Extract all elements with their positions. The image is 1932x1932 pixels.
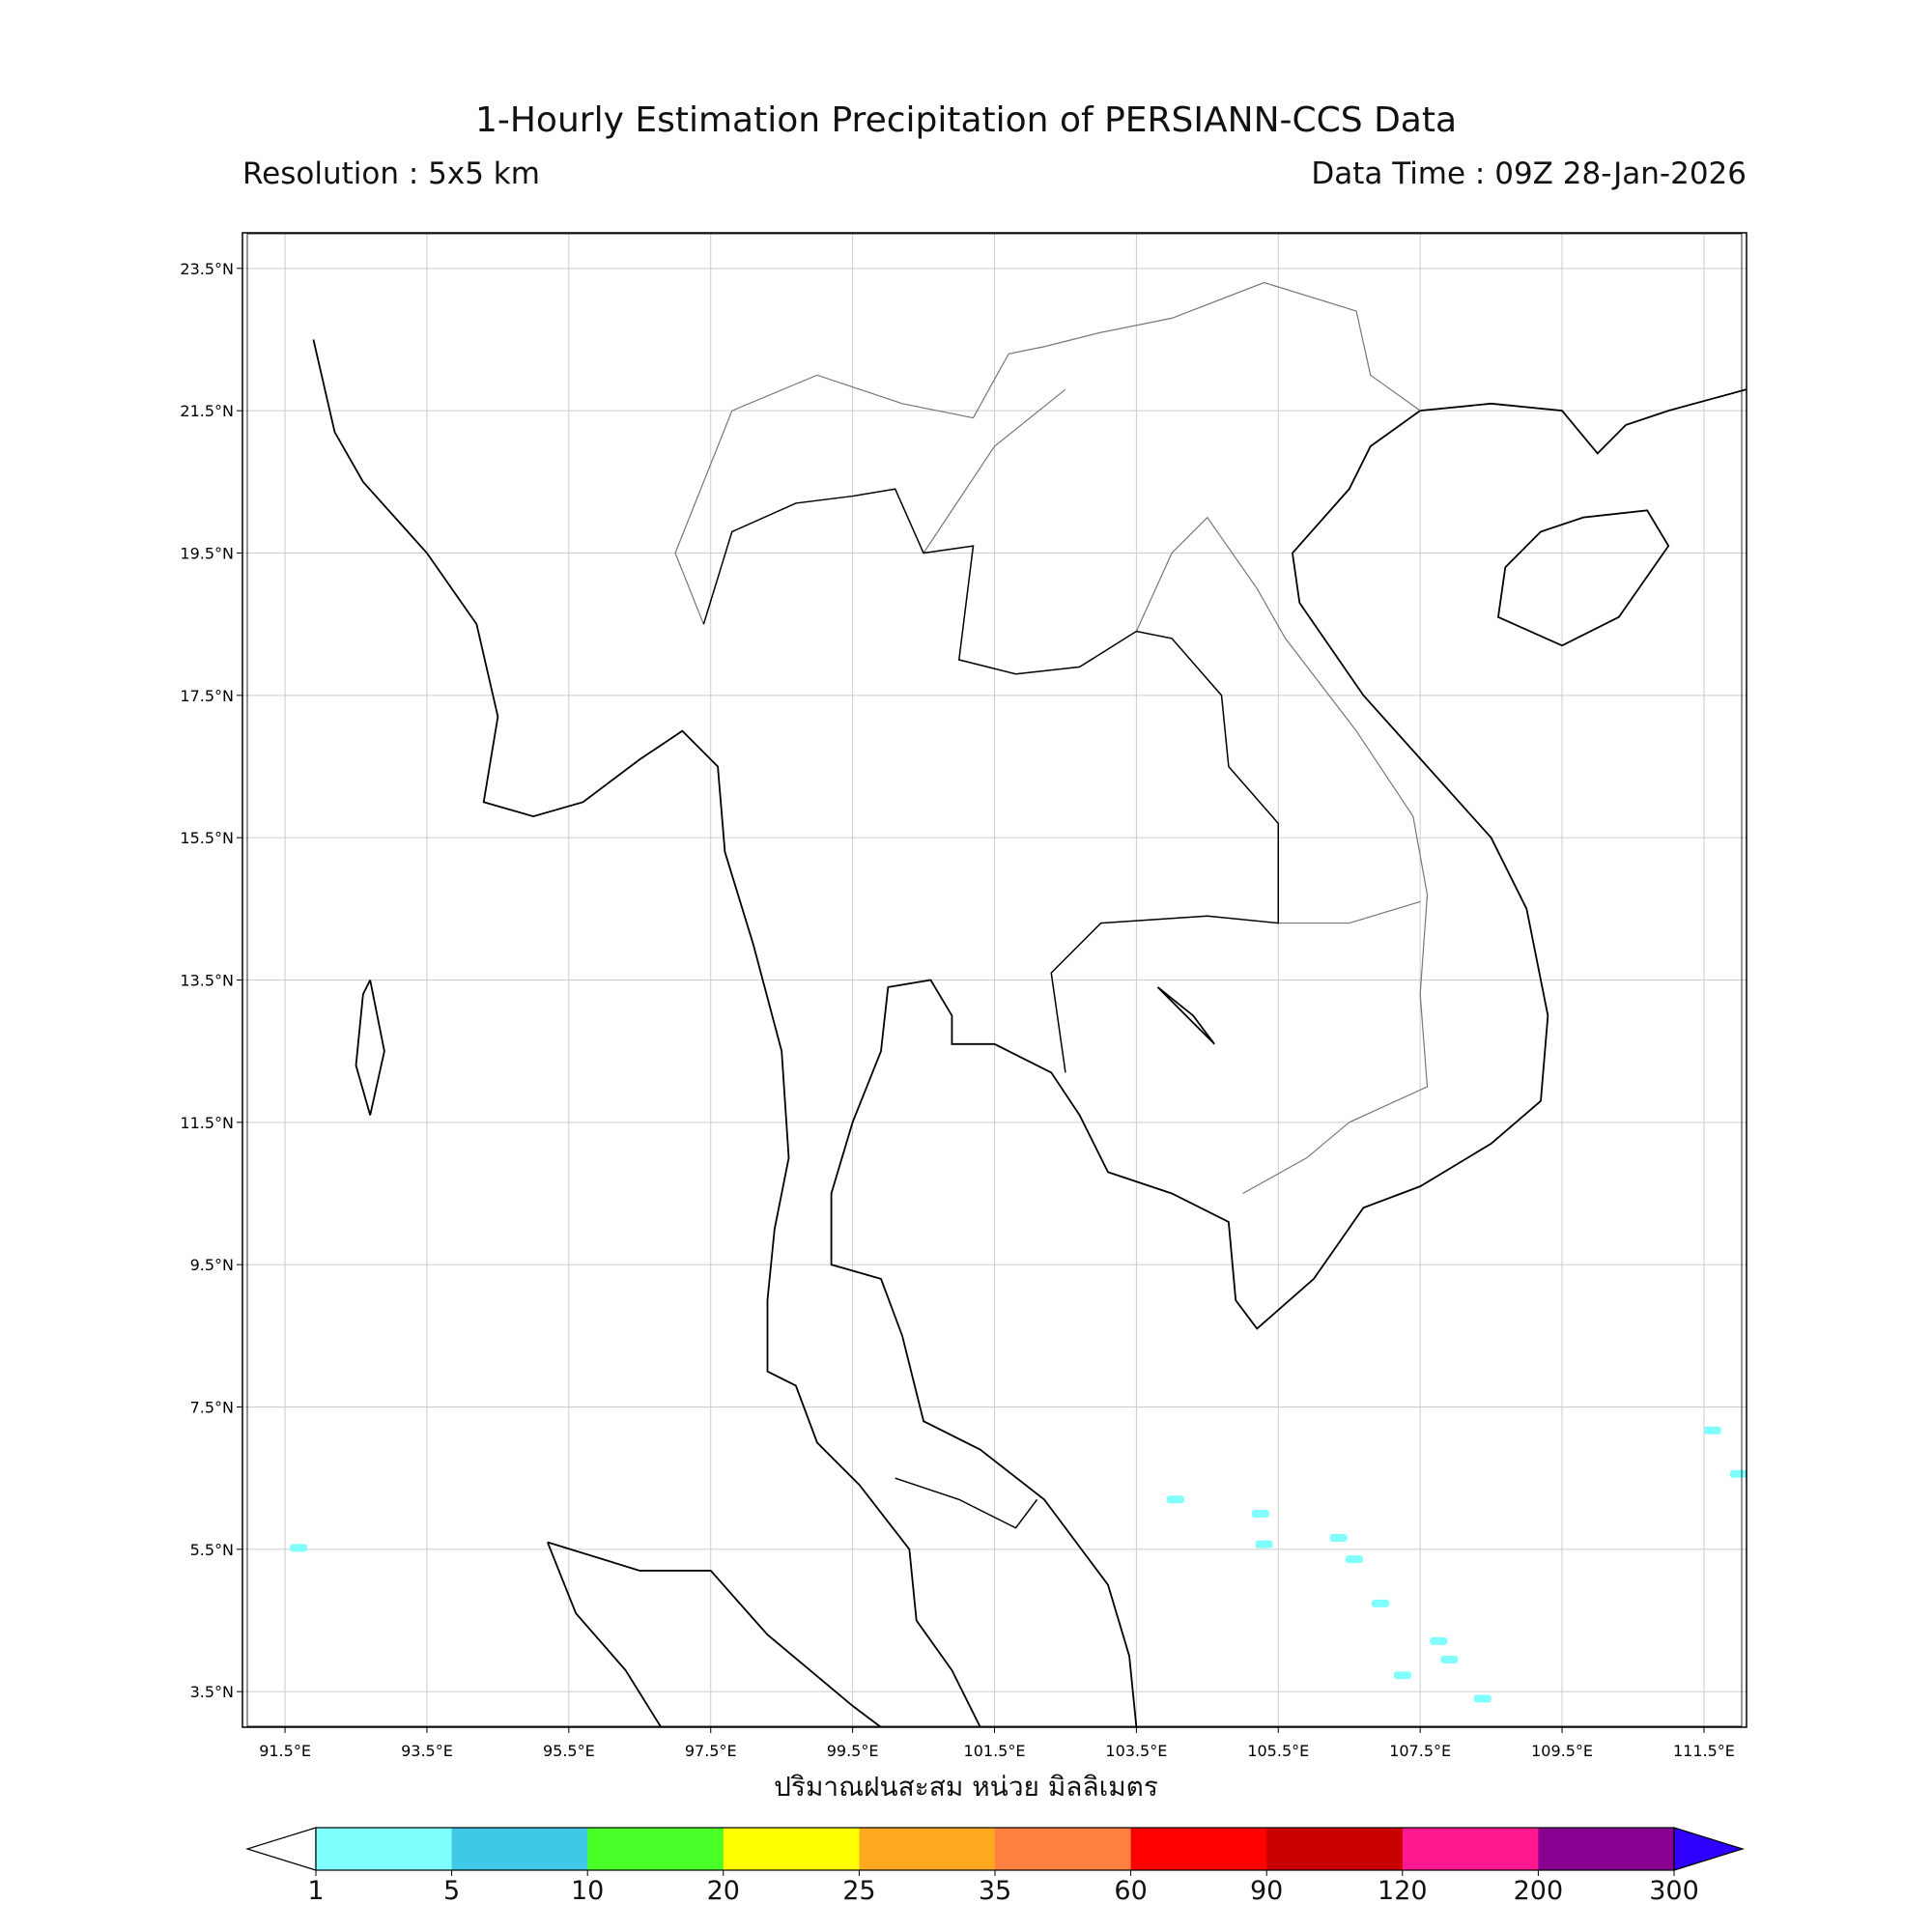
lon-tick-label: 95.5°E bbox=[543, 1742, 595, 1760]
lat-tick-label: 3.5°N bbox=[190, 1683, 234, 1701]
lat-tick-label: 23.5°N bbox=[180, 260, 234, 278]
colorbar-label: 10 bbox=[571, 1876, 605, 1906]
colorbar-label: 5 bbox=[443, 1876, 461, 1906]
precip-cell bbox=[1703, 1426, 1721, 1435]
lon-tick-label: 111.5°E bbox=[1673, 1742, 1735, 1760]
lon-tick-label: 91.5°E bbox=[259, 1742, 311, 1760]
colorbar-over-arrow bbox=[1673, 1827, 1746, 1871]
coastline bbox=[312, 339, 981, 1727]
colorbar-segment bbox=[723, 1828, 860, 1870]
precip-cell bbox=[1473, 1694, 1492, 1703]
lat-tick-label: 17.5°N bbox=[180, 687, 234, 705]
colorbar-segment bbox=[1130, 1828, 1267, 1870]
colorbar-label: 35 bbox=[978, 1876, 1012, 1906]
lon-tick-label: 105.5°E bbox=[1247, 1742, 1309, 1760]
lat-tick-label: 9.5°N bbox=[190, 1256, 234, 1274]
precip-cell bbox=[1251, 1510, 1269, 1518]
thailand-border bbox=[702, 488, 1280, 1073]
lon-tick-label: 99.5°E bbox=[827, 1742, 879, 1760]
country-border bbox=[923, 388, 1066, 554]
lat-tick-label: 7.5°N bbox=[190, 1399, 234, 1417]
precip-cell bbox=[1729, 1469, 1747, 1478]
map-content bbox=[242, 233, 1747, 1727]
precip-cell bbox=[1329, 1534, 1348, 1543]
precip-cell bbox=[1393, 1671, 1411, 1680]
precip-cell bbox=[1166, 1495, 1184, 1504]
colorbar-segment bbox=[316, 1828, 453, 1870]
precip-cell bbox=[1372, 1599, 1390, 1607]
precip-cell bbox=[290, 1544, 308, 1552]
colorbar-label: 90 bbox=[1250, 1876, 1284, 1906]
colorbar-segment bbox=[859, 1828, 996, 1870]
lat-tick-label: 21.5°N bbox=[180, 402, 234, 420]
lat-tick-label: 13.5°N bbox=[180, 972, 234, 990]
thailand-border bbox=[895, 1477, 1038, 1529]
colorbar-segment bbox=[1266, 1828, 1404, 1870]
colorbar-label: 200 bbox=[1513, 1876, 1564, 1906]
map-inner-frame bbox=[246, 233, 1743, 1727]
lon-tick-label: 107.5°E bbox=[1389, 1742, 1451, 1760]
precip-cell bbox=[1345, 1555, 1363, 1564]
precip-cell bbox=[1440, 1656, 1459, 1664]
colorbar-segment bbox=[995, 1828, 1132, 1870]
lat-tick-label: 15.5°N bbox=[180, 829, 234, 847]
lat-tick-label: 11.5°N bbox=[180, 1114, 234, 1132]
colorbar-label: 300 bbox=[1649, 1876, 1699, 1906]
lon-tick-label: 101.5°E bbox=[964, 1742, 1026, 1760]
lat-tick-label: 19.5°N bbox=[180, 545, 234, 563]
colorbar-label: 120 bbox=[1378, 1876, 1428, 1906]
country-border bbox=[1278, 900, 1421, 924]
coastline bbox=[1156, 986, 1215, 1045]
map-frame bbox=[242, 232, 1747, 1728]
resolution-label: Resolution : 5x5 km bbox=[242, 156, 540, 191]
country-border bbox=[674, 281, 1421, 625]
colorbar-label: 60 bbox=[1114, 1876, 1148, 1906]
colorbar-segment bbox=[451, 1828, 588, 1870]
lon-tick-label: 93.5°E bbox=[401, 1742, 453, 1760]
colorbar-label: 25 bbox=[842, 1876, 876, 1906]
colorbar-label: 20 bbox=[706, 1876, 740, 1906]
coastline bbox=[830, 388, 1747, 1727]
coastline bbox=[546, 1542, 663, 1727]
map-title: 1-Hourly Estimation Precipitation of PER… bbox=[474, 100, 1458, 140]
coastline bbox=[355, 980, 385, 1116]
colorbar-unit-label: ปริมาณฝนสะสม หน่วย มิลลิเมตร bbox=[774, 1771, 1158, 1803]
lon-tick-label: 109.5°E bbox=[1531, 1742, 1593, 1760]
country-border bbox=[1135, 516, 1429, 1195]
colorbar-segment bbox=[587, 1828, 724, 1870]
precip-cell bbox=[1430, 1636, 1448, 1645]
precip-cell bbox=[1255, 1540, 1273, 1548]
colorbar-segment bbox=[1402, 1828, 1539, 1870]
coastline bbox=[1496, 509, 1670, 647]
colorbar-label: 1 bbox=[307, 1876, 325, 1906]
lat-tick-label: 5.5°N bbox=[190, 1541, 234, 1559]
data-time-label: Data Time : 09Z 28-Jan-2026 bbox=[1311, 156, 1747, 191]
coastline bbox=[547, 1541, 882, 1727]
lon-tick-label: 103.5°E bbox=[1105, 1742, 1167, 1760]
lon-tick-label: 97.5°E bbox=[685, 1742, 737, 1760]
colorbar-under-arrow bbox=[244, 1827, 317, 1871]
colorbar-segment bbox=[1538, 1828, 1675, 1870]
